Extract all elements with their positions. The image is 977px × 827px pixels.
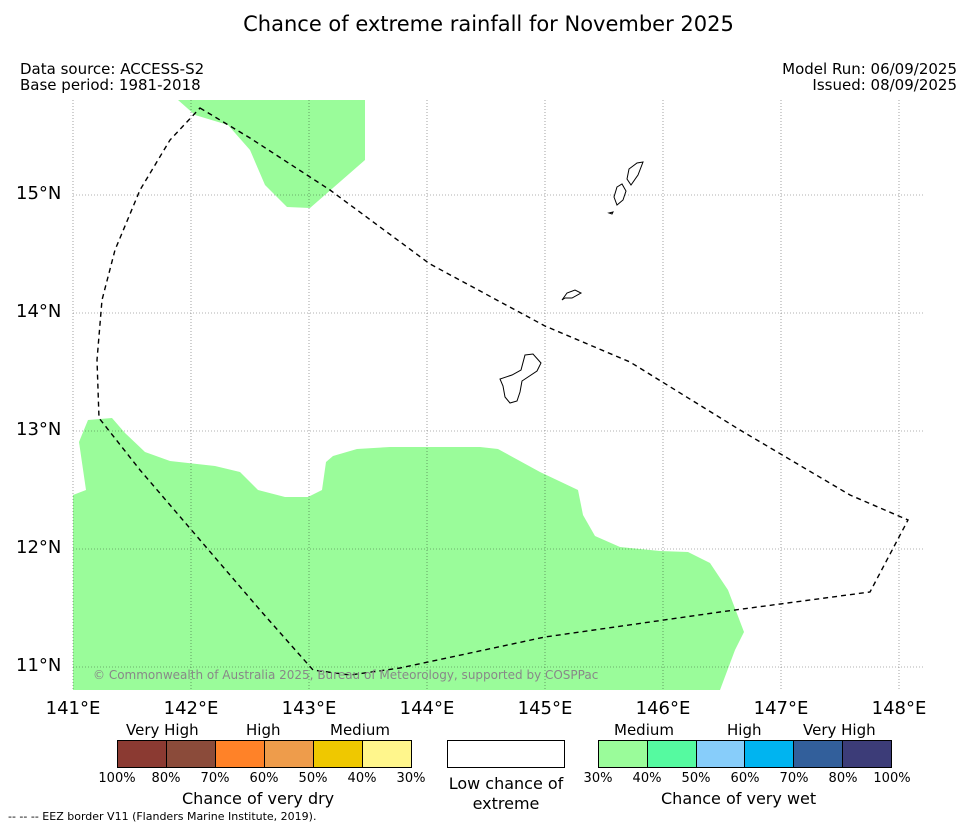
lon-label-148e: 148°E bbox=[871, 698, 927, 719]
dry-swatch-3 bbox=[216, 741, 265, 767]
lon-label-146e: 146°E bbox=[635, 698, 691, 719]
dry-swatch-2 bbox=[167, 741, 216, 767]
lon-label-141e: 141°E bbox=[45, 698, 101, 719]
wet-swatch-4 bbox=[745, 741, 795, 767]
dry-tick: 80% bbox=[151, 771, 181, 786]
dry-tick: 40% bbox=[347, 771, 377, 786]
run-info: Model Run: 06/09/2025 Issued: 08/09/2025 bbox=[782, 61, 957, 93]
dry-heading-very-high: Very High bbox=[126, 721, 199, 739]
lon-label-144e: 144°E bbox=[399, 698, 455, 719]
dry-heading-medium: Medium bbox=[330, 721, 390, 739]
wet-tick: 40% bbox=[632, 771, 662, 786]
islands bbox=[499, 161, 644, 404]
island-rota bbox=[561, 289, 583, 301]
map-title: Chance of extreme rainfall for November … bbox=[243, 12, 734, 36]
wet-colorbar bbox=[598, 740, 892, 768]
base-period-text: Base period: 1981-2018 bbox=[20, 76, 201, 94]
dry-tick: 50% bbox=[298, 771, 328, 786]
wet-area-south bbox=[73, 418, 744, 690]
lat-label-13n: 13°N bbox=[16, 419, 62, 440]
wet-tick: 70% bbox=[779, 771, 809, 786]
dry-tick: 60% bbox=[249, 771, 279, 786]
island-saipan bbox=[626, 161, 644, 186]
island-tinian bbox=[613, 183, 627, 206]
low-chance-caption: Low chance of extreme bbox=[448, 774, 564, 813]
wet-swatch-3 bbox=[696, 741, 746, 767]
wet-area-north bbox=[178, 100, 365, 208]
lat-label-11n: 11°N bbox=[16, 655, 62, 676]
dry-swatch-1 bbox=[118, 741, 167, 767]
lon-label-142e: 142°E bbox=[163, 698, 219, 719]
dry-swatch-6 bbox=[363, 741, 411, 767]
issued-text: Issued: 08/09/2025 bbox=[812, 76, 957, 94]
low-chance-swatch bbox=[447, 740, 565, 768]
dry-caption: Chance of very dry bbox=[182, 789, 335, 808]
wet-swatch-2 bbox=[647, 741, 697, 767]
eez-border bbox=[96, 107, 909, 676]
dry-swatch-4 bbox=[265, 741, 314, 767]
wet-tick: 100% bbox=[873, 771, 911, 786]
model-run-text: Model Run: 06/09/2025 bbox=[782, 60, 957, 78]
island-guam bbox=[499, 353, 542, 404]
dry-tick: 100% bbox=[98, 771, 136, 786]
lat-label-14n: 14°N bbox=[16, 301, 62, 322]
data-info: Data source: ACCESS-S2 Base period: 1981… bbox=[20, 61, 204, 93]
wet-swatch-1 bbox=[599, 741, 648, 767]
island-aguijan bbox=[607, 211, 614, 215]
wet-swatch-5 bbox=[794, 741, 844, 767]
wet-tick: 30% bbox=[583, 771, 613, 786]
dry-swatch-5 bbox=[314, 741, 363, 767]
wet-tick: 60% bbox=[730, 771, 760, 786]
lon-label-147e: 147°E bbox=[753, 698, 809, 719]
copyright-notice: © Commonwealth of Australia 2025, Bureau… bbox=[93, 668, 599, 682]
wet-caption: Chance of very wet bbox=[661, 789, 817, 808]
lon-label-145e: 145°E bbox=[517, 698, 573, 719]
lat-label-12n: 12°N bbox=[16, 537, 62, 558]
wet-swatch-6 bbox=[843, 741, 891, 767]
dry-colorbar bbox=[117, 740, 412, 768]
lat-label-15n: 15°N bbox=[16, 183, 62, 204]
eez-border-note: -- -- -- EEZ border V11 (Flanders Marine… bbox=[8, 810, 317, 823]
wet-heading-high: High bbox=[727, 721, 762, 739]
dry-tick: 70% bbox=[200, 771, 230, 786]
dry-tick: 30% bbox=[396, 771, 426, 786]
wet-heading-very-high: Very High bbox=[803, 721, 876, 739]
wet-heading-medium: Medium bbox=[614, 721, 674, 739]
wet-tick: 50% bbox=[681, 771, 711, 786]
graticule bbox=[72, 100, 923, 690]
wet-tick: 80% bbox=[828, 771, 858, 786]
lon-label-143e: 143°E bbox=[281, 698, 337, 719]
dry-heading-high: High bbox=[246, 721, 281, 739]
data-source-text: Data source: ACCESS-S2 bbox=[20, 60, 205, 78]
